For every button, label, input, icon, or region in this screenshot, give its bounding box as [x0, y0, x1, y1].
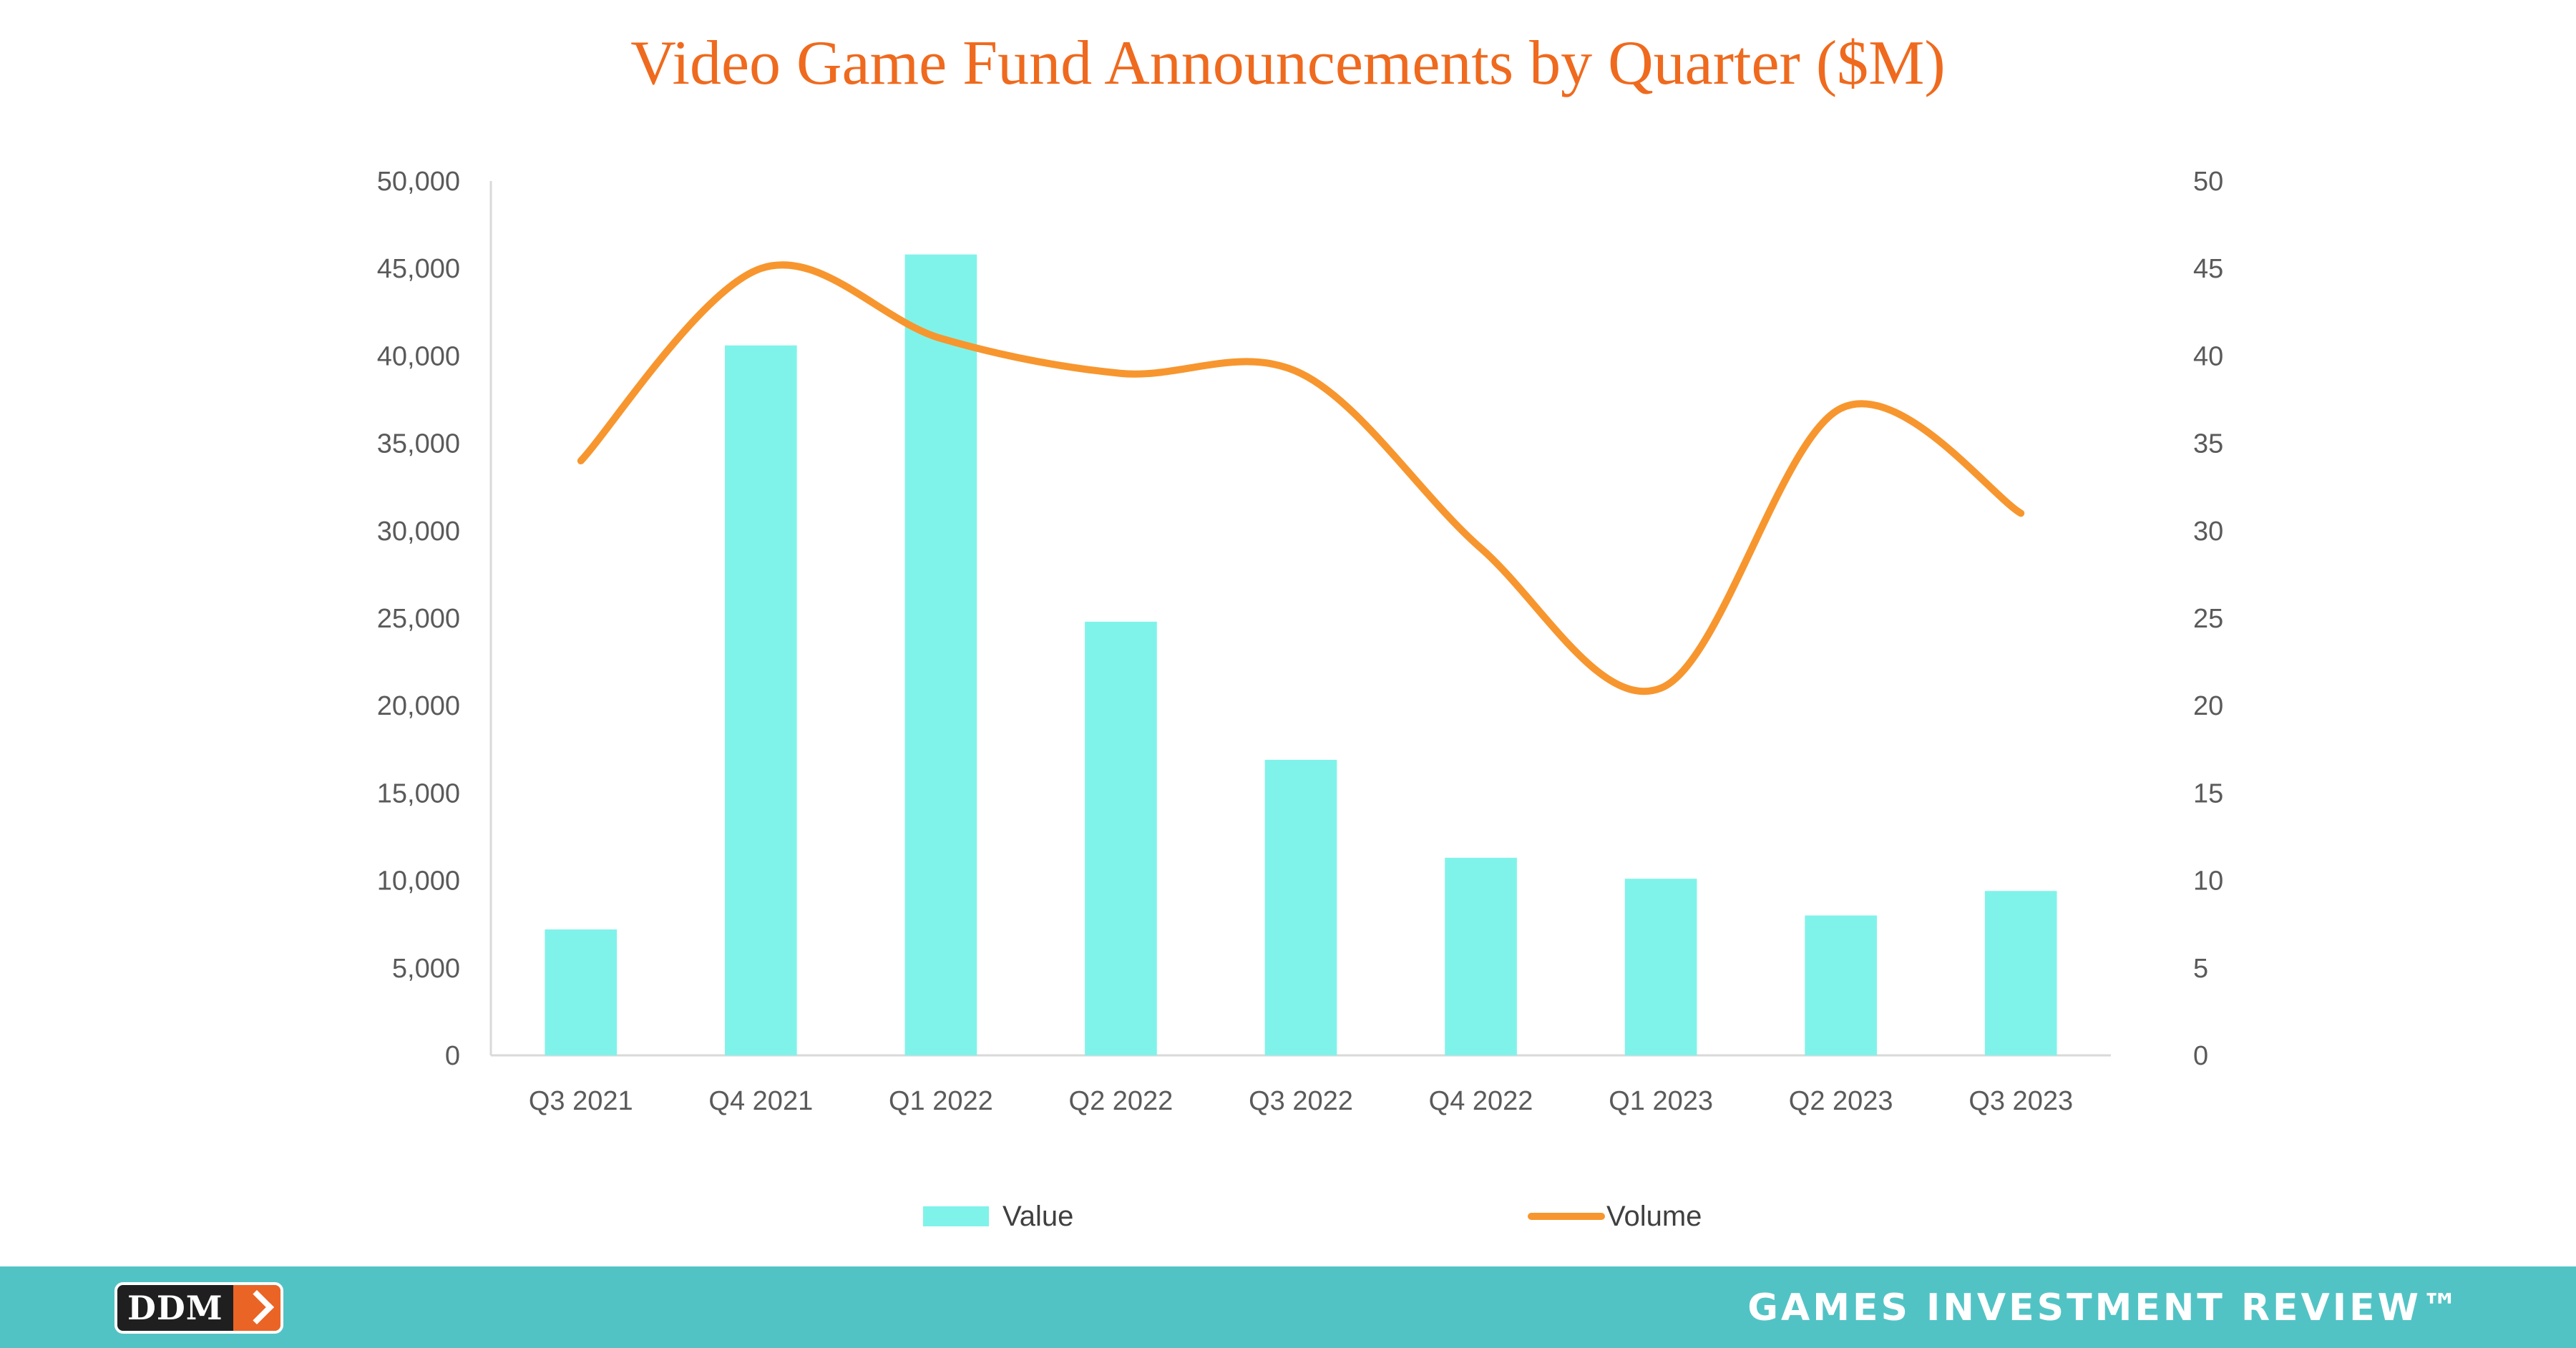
bar [1085, 621, 1157, 1055]
bar [1984, 891, 2057, 1055]
chevron-right-icon [233, 1285, 280, 1331]
bar [1805, 915, 1877, 1055]
y2-tick-label: 20 [2193, 691, 2223, 721]
x-tick-label: Q4 2021 [708, 1086, 813, 1116]
x-tick-label: Q3 2023 [1968, 1086, 2073, 1116]
y-tick-label: 25,000 [377, 604, 460, 634]
ddm-logo-text: DDM [117, 1285, 233, 1331]
y-tick-label: 45,000 [377, 254, 460, 284]
y-tick-label: 30,000 [377, 517, 460, 547]
value-bars [545, 254, 2057, 1056]
x-tick-label: Q1 2023 [1609, 1086, 1713, 1116]
brand-name: GAMES INVESTMENT REVIEW™ [1747, 1286, 2462, 1329]
y2-tick-label: 5 [2193, 954, 2208, 984]
ddm-logo: DDM [114, 1282, 283, 1334]
bar [1624, 879, 1697, 1055]
y2-tick-label: 30 [2193, 517, 2223, 547]
y2-tick-label: 15 [2193, 778, 2223, 809]
y2-tick-label: 40 [2193, 341, 2223, 371]
bar [1264, 759, 1337, 1055]
chart: Video Game Fund Announcements by Quarter… [377, 29, 2224, 1232]
y2-tick-label: 50 [2193, 167, 2223, 197]
volume-line-group [577, 261, 2025, 695]
y-tick-label: 15,000 [377, 778, 460, 809]
y-tick-label: 5,000 [392, 954, 460, 984]
y-tick-label: 50,000 [377, 167, 460, 197]
legend-swatch-value [923, 1206, 989, 1226]
y2-tick-label: 25 [2193, 604, 2223, 634]
legend: Value Volume [923, 1201, 1702, 1232]
volume-line [577, 261, 2025, 695]
bar [545, 929, 618, 1055]
x-tick-label: Q1 2022 [889, 1086, 993, 1116]
y2-tick-label: 45 [2193, 254, 2223, 284]
y2-tick-label: 0 [2193, 1041, 2208, 1071]
chart-title: Video Game Fund Announcements by Quarter… [630, 29, 1945, 98]
y-tick-label: 20,000 [377, 691, 460, 721]
bar [904, 254, 977, 1056]
axes: 0 5,000 10,000 15,000 20,000 25,000 30,000 35,0… [377, 167, 2224, 1116]
bar [725, 345, 797, 1056]
footer-bar: DDM GAMES INVESTMENT REVIEW™ [0, 1266, 2576, 1348]
y2-tick-label: 35 [2193, 429, 2223, 459]
y-tick-label: 35,000 [377, 429, 460, 459]
y-tick-label: 40,000 [377, 341, 460, 371]
y2-tick-label: 10 [2193, 866, 2223, 897]
x-tick-label: Q4 2022 [1429, 1086, 1533, 1116]
y-tick-label: 10,000 [377, 866, 460, 897]
x-tick-label: Q3 2021 [529, 1086, 633, 1116]
bar [1445, 857, 1517, 1055]
legend-label-volume: Volume [1606, 1201, 1702, 1232]
x-tick-label: Q2 2022 [1069, 1086, 1174, 1116]
x-tick-label: Q2 2023 [1789, 1086, 1893, 1116]
x-tick-label: Q3 2022 [1249, 1086, 1353, 1116]
legend-label-value: Value [1002, 1201, 1073, 1232]
y-tick-label: 0 [445, 1041, 460, 1071]
